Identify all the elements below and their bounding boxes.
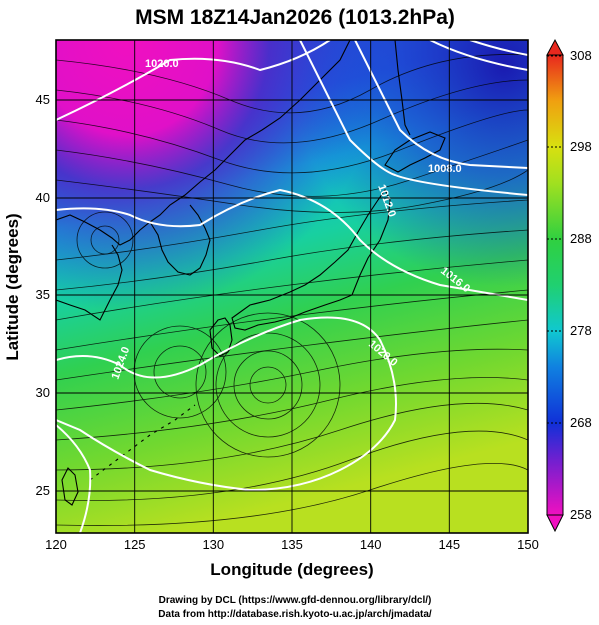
isobar-1012 bbox=[299, 40, 528, 196]
y-axis: 25 30 35 40 45 Latitude (degrees) bbox=[3, 92, 50, 498]
plot-frame bbox=[55, 39, 529, 534]
x-tick-label: 140 bbox=[360, 537, 382, 552]
isobar-1012-ne bbox=[429, 40, 528, 71]
x-tick-label: 150 bbox=[517, 537, 539, 552]
coastlines bbox=[56, 40, 446, 506]
coastline-kyushu bbox=[209, 317, 233, 357]
colorbar-ramp bbox=[546, 54, 564, 516]
credits: Drawing by DCL (https://www.gfd-dennou.o… bbox=[158, 595, 432, 620]
graticule bbox=[56, 40, 528, 533]
x-tick-label: 145 bbox=[438, 537, 460, 552]
y-axis-title: Latitude (degrees) bbox=[3, 213, 22, 360]
map-title: MSM 18Z14Jan2026 (1013.2hPa) bbox=[135, 6, 455, 29]
isobar-1008-ne bbox=[469, 40, 528, 56]
colorbar-tick-label: 288 bbox=[570, 231, 592, 246]
coastline-honshu bbox=[231, 188, 391, 331]
isobar-1016 bbox=[56, 188, 528, 301]
plot-area: 1020.0 1012.0 1008.0 1016.0 1020.0 1024.… bbox=[56, 40, 528, 533]
credit-data: Data from http://database.rish.kyoto-u.a… bbox=[158, 609, 432, 620]
colorbar-tick-label: 298 bbox=[570, 139, 592, 154]
y-tick-label: 30 bbox=[36, 385, 50, 400]
isobar-label: 1008.0 bbox=[428, 163, 462, 175]
y-tick-label: 25 bbox=[36, 483, 50, 498]
y-tick-label: 35 bbox=[36, 287, 50, 302]
coastline-korea bbox=[149, 204, 211, 276]
coastline-asia bbox=[56, 40, 351, 246]
y-tick-label: 40 bbox=[36, 190, 50, 205]
x-tick-label: 120 bbox=[45, 537, 67, 552]
x-tick-label: 135 bbox=[281, 537, 303, 552]
colorbar-tick-label: 268 bbox=[570, 415, 592, 430]
isobar-1024 bbox=[56, 424, 92, 533]
isobars bbox=[56, 40, 528, 533]
wind-streamlines bbox=[56, 54, 528, 526]
x-tick-label: 130 bbox=[202, 537, 224, 552]
colorbar-tick-label: 308 bbox=[570, 48, 592, 63]
credit-drawing: Drawing by DCL (https://www.gfd-dennou.o… bbox=[159, 595, 432, 606]
colorbar-tick-label: 258 bbox=[570, 507, 592, 522]
colorbar-tick-label: 278 bbox=[570, 323, 592, 338]
isobar-1008 bbox=[354, 40, 528, 169]
coastline-china-south bbox=[56, 244, 123, 321]
colorbar-bottom-arrow bbox=[546, 514, 564, 533]
coastline-hokkaido bbox=[384, 131, 446, 173]
isobar-1020-south bbox=[56, 316, 397, 492]
x-axis: 120 125 130 135 140 145 150 Longitude (d… bbox=[45, 537, 539, 579]
y-tick-label: 45 bbox=[36, 92, 50, 107]
x-axis-title: Longitude (degrees) bbox=[210, 560, 373, 579]
colorbar-top-arrow bbox=[546, 38, 564, 56]
isobar-label: 1020.0 bbox=[145, 58, 179, 70]
colorbar: 308 298 288 278 268 258 bbox=[546, 38, 592, 533]
x-tick-label: 125 bbox=[124, 537, 146, 552]
